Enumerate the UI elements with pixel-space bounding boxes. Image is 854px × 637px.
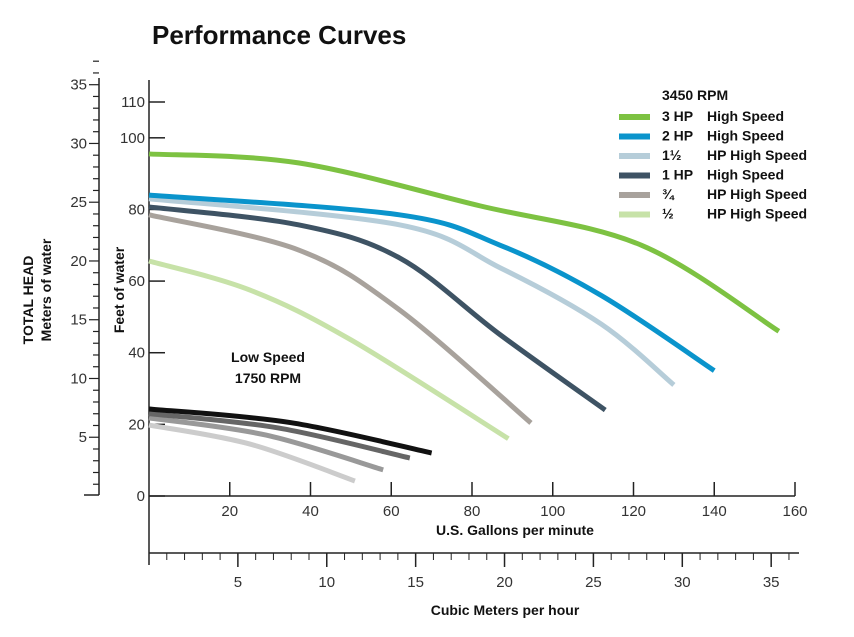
chart-title: Performance Curves [152, 20, 406, 50]
low-speed-curve [148, 415, 384, 473]
legend-desc: High Speed [707, 108, 784, 124]
x2-tick-label: 25 [585, 574, 602, 591]
high-speed-curve [148, 192, 716, 373]
y-tick-label: 100 [120, 130, 145, 147]
x2-label: Cubic Meters per hour [431, 602, 580, 618]
high-speed-curve [148, 196, 676, 387]
y2-tick-label: 35 [70, 77, 87, 94]
x-tick-label: 20 [221, 503, 238, 520]
y2-tick-label: 15 [70, 312, 87, 329]
x2-tick-label: 20 [496, 574, 513, 591]
legend-swatch [619, 133, 650, 140]
y-tick-label: 110 [121, 94, 145, 111]
high-speed-curve [148, 258, 510, 441]
x2-tick-label: 5 [234, 574, 242, 591]
high-speed-curve [148, 212, 533, 425]
y2-tick-label: 10 [70, 370, 87, 387]
legend-desc: HP High Speed [707, 206, 807, 222]
low-speed-rpm-label: 1750 RPM [235, 370, 301, 386]
legend-desc: High Speed [707, 128, 784, 144]
x-tick-label: 40 [302, 503, 319, 520]
x2-tick-label: 10 [318, 574, 335, 591]
legend-desc: High Speed [707, 167, 784, 183]
legend-swatch [619, 172, 650, 179]
legend-swatch [619, 192, 650, 198]
legend-swatch [619, 153, 650, 159]
legend-hp: ½ [662, 206, 674, 222]
x-tick-label: 100 [540, 503, 565, 520]
y-tick-label: 60 [128, 273, 145, 290]
x-tick-label: 80 [464, 503, 481, 520]
x-label: U.S. Gallons per minute [436, 522, 594, 538]
y-tick-label: 0 [137, 488, 145, 505]
high-speed-curve [148, 151, 781, 334]
x-tick-label: 60 [383, 503, 400, 520]
x-tick-label: 140 [702, 503, 727, 520]
y-tick-label: 40 [128, 345, 145, 362]
legend-title: 3450 RPM [662, 87, 728, 103]
high-speed-curve [148, 204, 607, 413]
low-speed-curve [148, 422, 356, 484]
y2-label-2: Meters of water [38, 238, 54, 341]
y2-tick-label: 25 [70, 194, 87, 211]
legend-swatch [619, 211, 650, 218]
x2-tick-label: 15 [407, 574, 424, 591]
y-tick-label: 80 [128, 201, 145, 218]
legend: 3 HP High Speed 2 HP High Speed 1½ HP High Sp… [619, 108, 807, 222]
y2-tick-label: 20 [70, 253, 87, 270]
low-speed-curve [148, 406, 433, 456]
y-label: Feet of water [111, 246, 127, 333]
y-tick-label: 20 [128, 416, 145, 433]
legend-hp: 2 HP [662, 128, 693, 144]
legend-hp: 3 HP [662, 108, 693, 124]
legend-swatch [619, 114, 650, 120]
x2-tick-label: 35 [763, 574, 780, 591]
x-tick-label: 160 [782, 503, 807, 520]
low-speed-curve [148, 411, 411, 461]
legend-hp: ¾ [662, 186, 675, 202]
legend-hp: 1½ [662, 147, 682, 163]
x2-tick-label: 30 [674, 574, 691, 591]
x-tick-label: 120 [621, 503, 646, 520]
low-speed-label: Low Speed [231, 349, 305, 365]
legend-desc: HP High Speed [707, 147, 807, 163]
y2-tick-label: 5 [79, 429, 87, 446]
legend-desc: HP High Speed [707, 186, 807, 202]
legend-hp: 1 HP [662, 167, 693, 183]
y2-tick-label: 30 [70, 135, 87, 152]
y2-label-1: TOTAL HEAD [20, 256, 36, 345]
